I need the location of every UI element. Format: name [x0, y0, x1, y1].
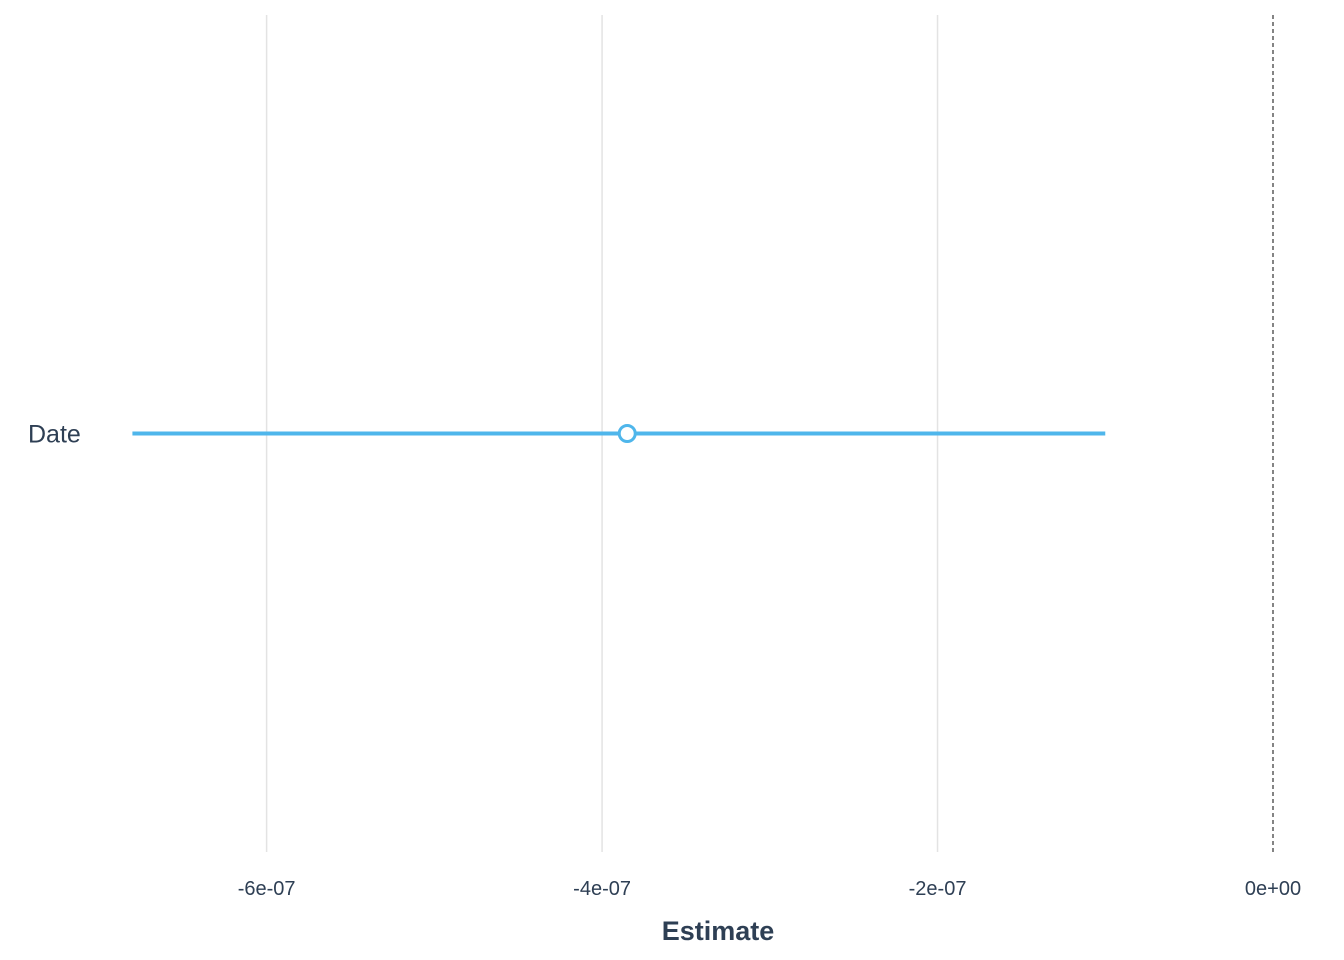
x-tick-label: 0e+00 [1245, 878, 1301, 900]
x-tick-label: -2e-07 [909, 878, 967, 900]
x-axis-title: Estimate [662, 916, 775, 946]
x-tick-label: -4e-07 [573, 878, 631, 900]
y-axis-categories: Date [28, 421, 81, 449]
estimates [132, 424, 1106, 443]
x-axis-ticks: -6e-07 -4e-07 -2e-07 0e+00 [238, 878, 1301, 900]
point-estimate [617, 424, 637, 443]
y-category-label: Date [28, 421, 81, 449]
x-tick-label: -6e-07 [238, 878, 296, 900]
